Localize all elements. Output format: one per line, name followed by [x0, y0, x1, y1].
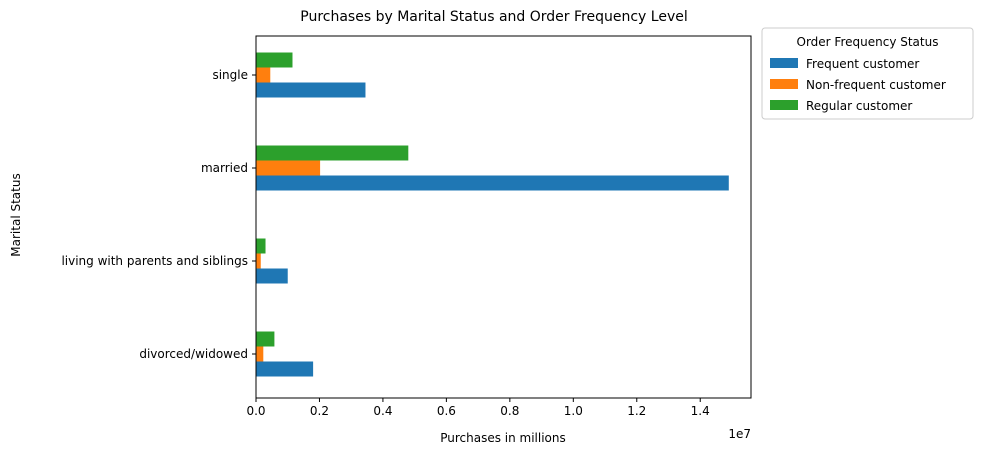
bar — [256, 67, 271, 83]
bar — [256, 346, 264, 362]
legend-title: Order Frequency Status — [797, 35, 939, 49]
bar — [256, 175, 729, 191]
bar — [256, 82, 366, 98]
x-tick-label: 0.6 — [437, 404, 456, 418]
bar — [256, 268, 288, 284]
legend-label: Frequent customer — [806, 57, 919, 71]
x-tick-label: 0.4 — [373, 404, 392, 418]
legend-swatch — [770, 79, 798, 89]
legend-label: Non-frequent customer — [806, 78, 946, 92]
plot-area: 0.0 0.2 0.4 0.6 0.8 1.0 1.2 1.4 divorced/widowed… — [61, 35, 752, 418]
legend: Order Frequency Status Frequent customer N… — [761, 27, 974, 120]
bar — [256, 145, 409, 161]
y-tick-label: living with parents and siblings — [61, 254, 248, 268]
legend-swatch — [770, 58, 798, 68]
bar — [256, 361, 314, 377]
y-axis-label: Marital Status — [9, 173, 23, 256]
legend-label: Regular customer — [806, 99, 912, 113]
chart-title: Purchases by Marital Status and Order Fr… — [300, 9, 687, 25]
legend-box — [761, 27, 974, 120]
legend-swatch — [770, 100, 798, 110]
bar — [256, 331, 275, 347]
x-axis-label: Purchases in millions — [440, 431, 566, 445]
x-tick-label: 0.0 — [246, 404, 265, 418]
bar — [256, 160, 321, 176]
bar — [256, 253, 261, 269]
y-tick-label: divorced/widowed — [139, 347, 248, 361]
y-tick-label: single — [212, 68, 248, 82]
plot-frame — [255, 35, 752, 399]
x-axis-scale-label: 1e7 — [728, 427, 751, 441]
x-tick-label: 1.2 — [627, 404, 646, 418]
x-tick-label: 0.8 — [500, 404, 519, 418]
y-tick-label: married — [201, 161, 248, 175]
bar — [256, 238, 266, 254]
bar — [256, 52, 293, 68]
x-tick-label: 1.4 — [691, 404, 710, 418]
x-tick-label: 1.0 — [564, 404, 583, 418]
x-tick-label: 0.2 — [310, 404, 329, 418]
